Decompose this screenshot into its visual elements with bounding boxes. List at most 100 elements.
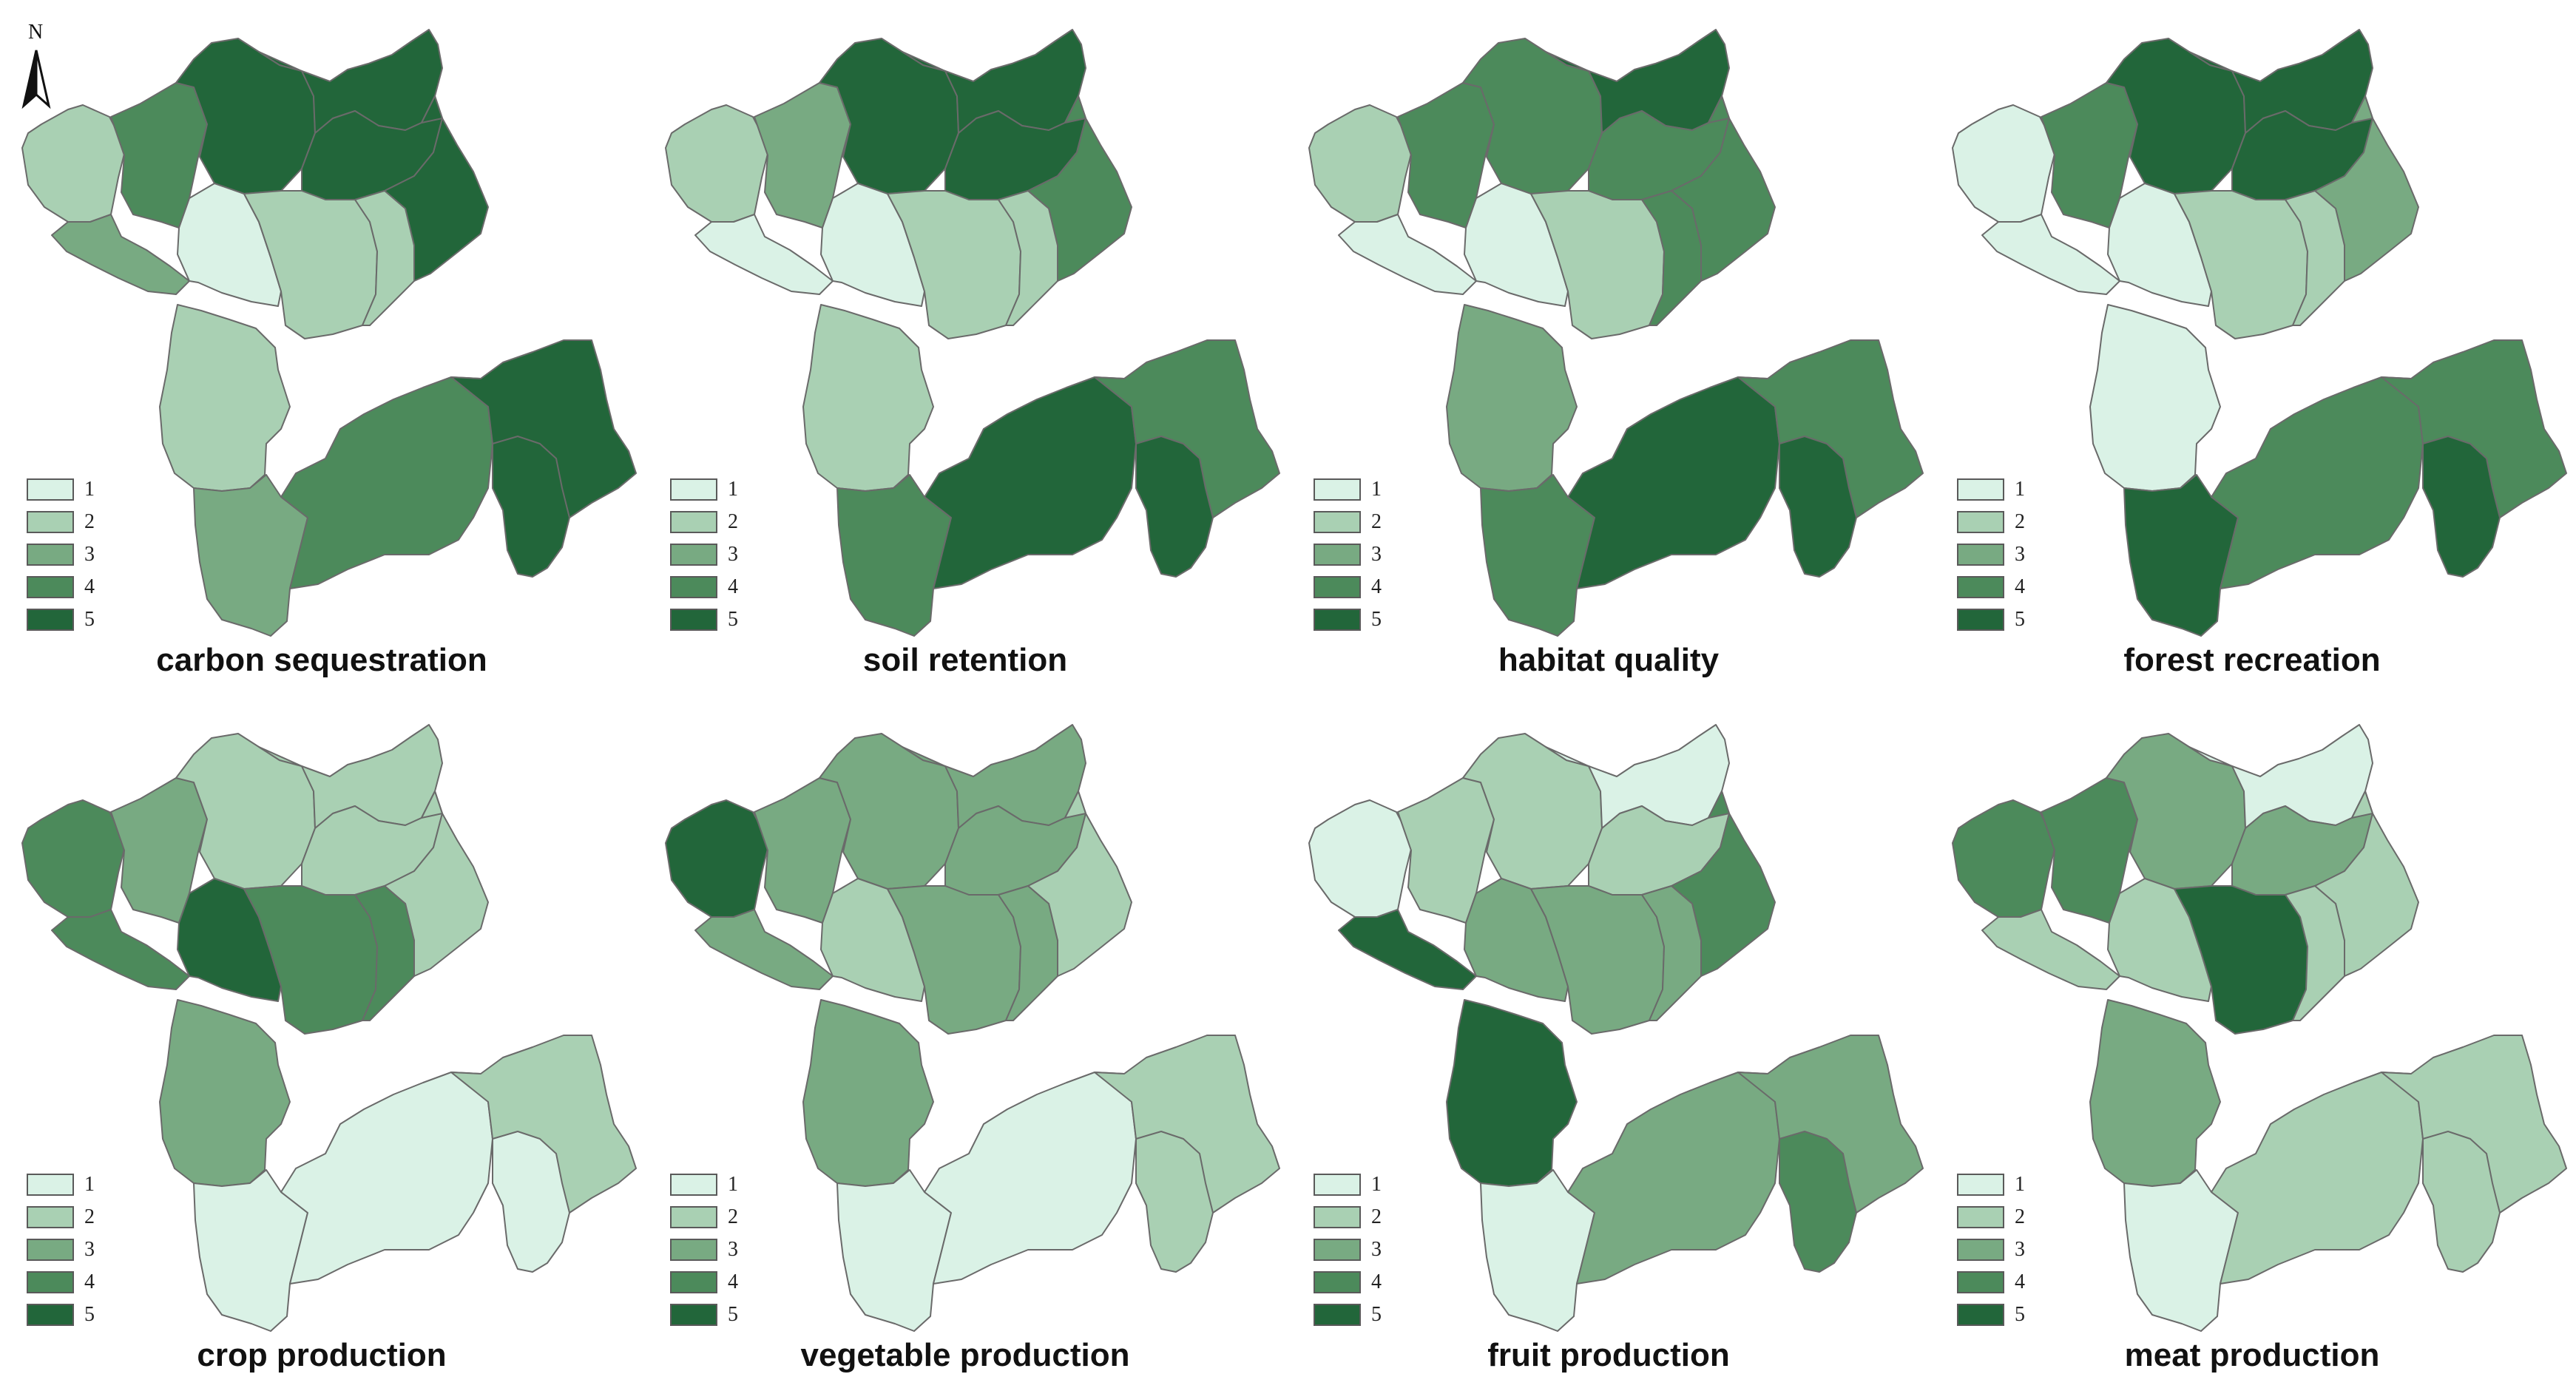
map-region-m (2211, 376, 2424, 589)
map-region-l (1480, 1169, 1595, 1332)
map-title: vegetable production (800, 1337, 1130, 1373)
legend-swatch (27, 511, 74, 533)
legend-swatch (27, 1174, 74, 1196)
legend-label: 2 (1371, 510, 1382, 533)
map-legend: 1 2 3 4 5 (670, 1168, 738, 1331)
legend-label: 5 (84, 1303, 95, 1326)
legend-item: 4 (1314, 1266, 1382, 1299)
legend-item: 1 (27, 473, 95, 506)
map-region-l (193, 1169, 308, 1332)
map-region-j (1641, 190, 1702, 326)
map-region-j (1641, 885, 1702, 1021)
legend-swatch (27, 1271, 74, 1293)
legend-swatch (670, 1174, 717, 1196)
legend-swatch (1957, 1174, 2004, 1196)
map-region-m (2211, 1072, 2424, 1285)
map-region-a (1308, 104, 1413, 223)
legend-item: 1 (27, 1168, 95, 1201)
map-region-f (1671, 95, 1776, 282)
map-region-g (51, 909, 190, 990)
legend-swatch (670, 609, 717, 631)
legend-swatch (27, 609, 74, 631)
choropleth-map-vegetable (665, 724, 1280, 1332)
legend-item: 1 (1314, 473, 1382, 506)
legend-item: 5 (27, 603, 95, 636)
map-region-j (2285, 885, 2345, 1021)
map-title: soil retention (862, 642, 1068, 678)
legend-label: 4 (84, 575, 95, 598)
legend-item: 3 (27, 1233, 95, 1266)
map-panel-meat: 1 2 3 4 5 meat production (1930, 695, 2574, 1390)
legend-swatch (670, 1206, 717, 1228)
legend-label: 5 (728, 608, 738, 631)
legend-label: 3 (84, 543, 95, 566)
legend-swatch (1314, 1304, 1361, 1326)
map-region-a (1952, 104, 2057, 223)
legend-swatch (1314, 1206, 1361, 1228)
choropleth-map-soil (665, 29, 1280, 637)
legend-item: 1 (670, 1168, 738, 1201)
map-region-k (1446, 304, 1578, 492)
north-arrow: N (16, 21, 61, 109)
map-panel-soil: 1 2 3 4 5 soil retention (643, 0, 1287, 695)
legend-item: 3 (1957, 538, 2025, 571)
map-region-a (665, 799, 770, 918)
legend-item: 2 (1314, 506, 1382, 538)
map-region-o (1779, 1131, 1857, 1273)
map-legend: 1 2 3 4 5 (670, 473, 738, 636)
legend-swatch (670, 544, 717, 566)
legend-swatch (1314, 1174, 1361, 1196)
choropleth-map-fruit (1308, 724, 1924, 1332)
legend-swatch (1957, 1271, 2004, 1293)
legend-item: 2 (1314, 1201, 1382, 1233)
map-region-j (998, 885, 1058, 1021)
legend-swatch (670, 478, 717, 501)
legend-label: 4 (2015, 575, 2025, 598)
map-panel-crop: 1 2 3 4 5 crop production (0, 695, 643, 1390)
choropleth-map-habitat (1308, 29, 1924, 637)
map-region-o (1135, 1131, 1214, 1273)
legend-item: 2 (1957, 1201, 2025, 1233)
legend-label: 4 (728, 1270, 738, 1293)
map-region-h (820, 878, 925, 1002)
legend-label: 1 (1371, 478, 1382, 501)
legend-label: 4 (728, 575, 738, 598)
map-region-k (2089, 304, 2221, 492)
legend-swatch (1314, 478, 1361, 501)
legend-swatch (1314, 544, 1361, 566)
choropleth-map-meat (1952, 724, 2567, 1332)
north-label: N (28, 21, 44, 44)
map-region-a (1308, 799, 1413, 918)
map-region-h (1464, 878, 1569, 1002)
map-region-m (1567, 1072, 1780, 1285)
legend-item: 5 (1957, 603, 2025, 636)
legend-swatch (670, 576, 717, 598)
legend-item: 4 (670, 1266, 738, 1299)
legend-swatch (1957, 544, 2004, 566)
map-region-m (280, 1072, 493, 1285)
map-region-m (1567, 376, 1780, 589)
map-region-k (802, 999, 934, 1187)
legend-label: 5 (84, 608, 95, 631)
legend-label: 5 (2015, 608, 2025, 631)
legend-swatch (1957, 576, 2004, 598)
legend-swatch (1957, 511, 2004, 533)
legend-item: 5 (27, 1299, 95, 1331)
map-region-a (21, 104, 126, 223)
north-arrow-icon (21, 50, 51, 109)
map-region-k (802, 304, 934, 492)
legend-item: 3 (670, 1233, 738, 1266)
legend-item: 5 (670, 1299, 738, 1331)
legend-swatch (1314, 609, 1361, 631)
map-region-f (2314, 95, 2419, 282)
legend-label: 1 (84, 478, 95, 501)
legend-swatch (670, 1239, 717, 1261)
legend-swatch (27, 576, 74, 598)
map-region-m (924, 376, 1137, 589)
map-panel-vegetable: 1 2 3 4 5 vegetable production (643, 695, 1287, 1390)
map-region-g (51, 214, 190, 295)
map-panel-carbon: 1 2 3 4 5 carbon sequestration (0, 0, 643, 695)
legend-swatch (27, 1206, 74, 1228)
legend-swatch (27, 544, 74, 566)
map-region-h (177, 878, 282, 1002)
